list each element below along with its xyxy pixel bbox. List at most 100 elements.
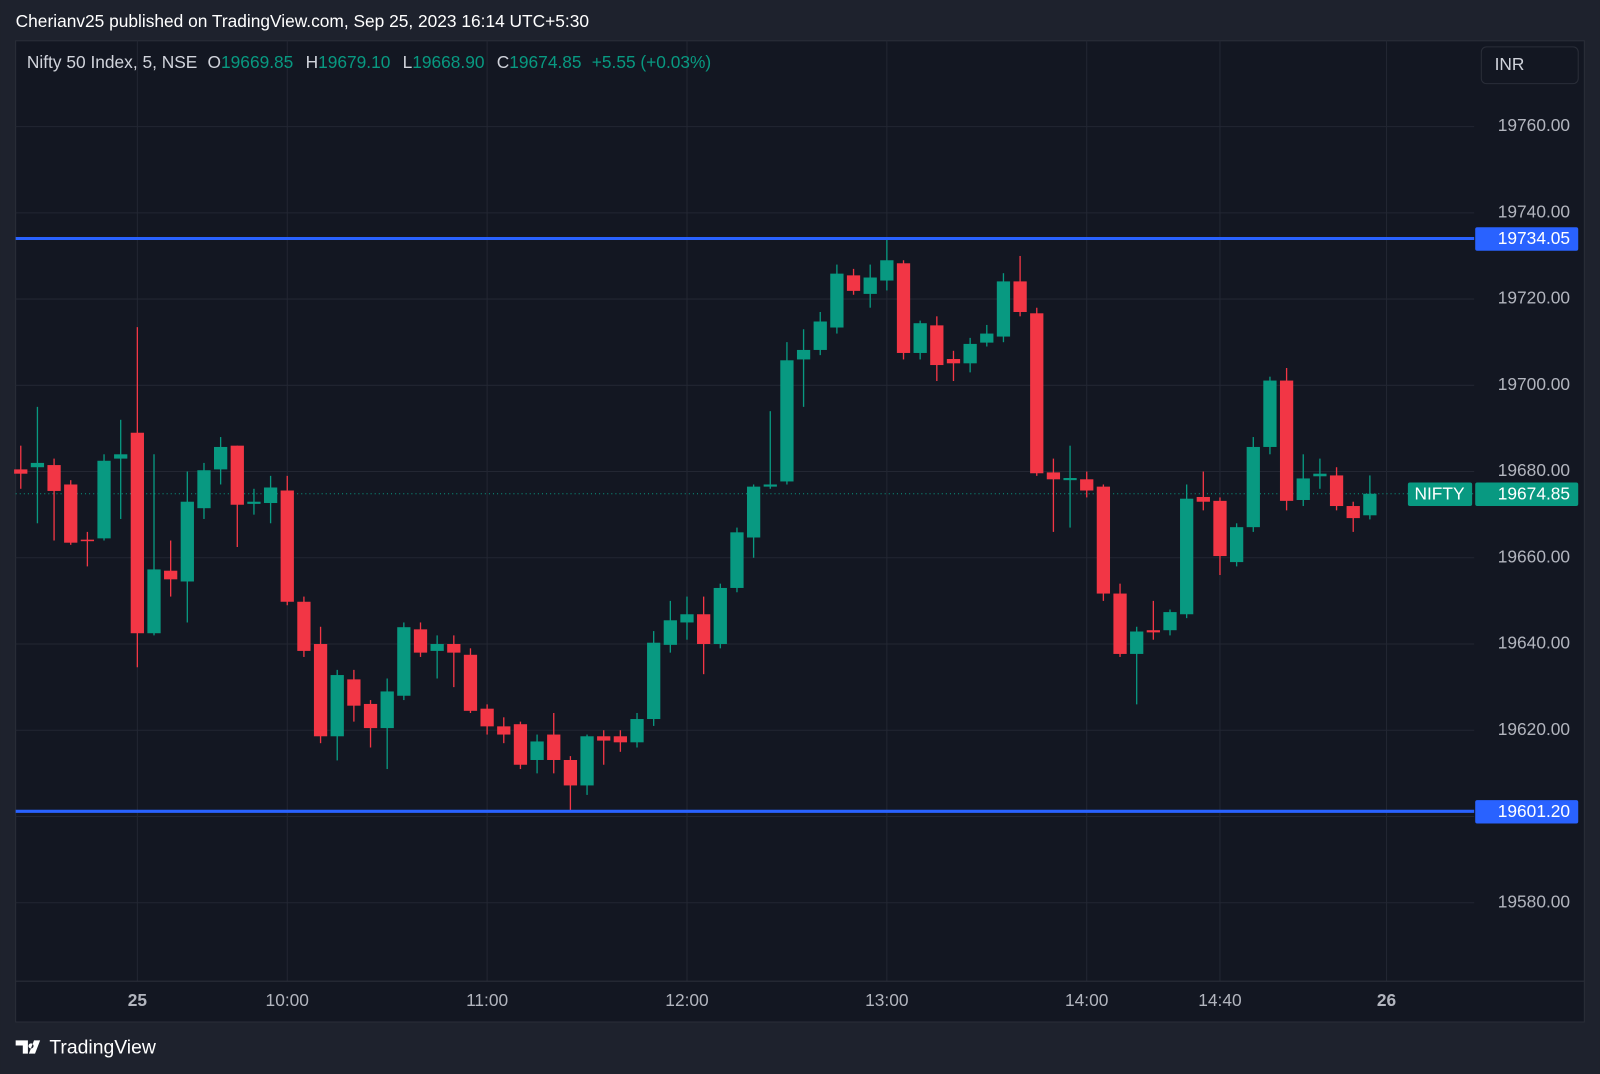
candle-body [1263, 380, 1277, 447]
candle-body [1046, 472, 1061, 480]
price-line-tag [1475, 227, 1579, 251]
candle-body [1346, 506, 1360, 519]
currency-button[interactable] [1480, 46, 1579, 85]
candle-body [746, 486, 761, 538]
candle-body [1013, 281, 1027, 313]
candle-body [996, 281, 1011, 337]
candle-body [1296, 478, 1310, 500]
last-price-name-tag [1407, 482, 1473, 506]
candle-body [930, 325, 944, 366]
open-value: 19669.85 [221, 52, 293, 72]
candle-body [1229, 527, 1244, 563]
candle-body [297, 601, 311, 651]
candle-body [1080, 479, 1094, 491]
candle-body [1329, 475, 1344, 507]
candle-body [380, 691, 394, 729]
candle-body [97, 460, 111, 539]
price-line-label: 19734.05 [1498, 228, 1570, 248]
change: +5.55 (+0.03%) [592, 52, 711, 72]
candle-body [680, 614, 694, 623]
brand: TradingView [49, 1037, 157, 1059]
x-tick-label: 12:00 [665, 990, 708, 1010]
candle-body [47, 465, 61, 491]
candle-body [880, 260, 894, 281]
plot [14, 40, 1585, 982]
candle-body [114, 454, 128, 459]
candle-body [963, 343, 977, 364]
close-label: C [497, 52, 510, 72]
y-tick-label: 19620.00 [1498, 719, 1570, 739]
candle-body [1163, 612, 1177, 631]
y-tick-label: 19760.00 [1498, 115, 1570, 135]
candle-body [147, 569, 161, 634]
candle-body [1246, 446, 1260, 528]
price-line-label: 19601.20 [1498, 801, 1570, 821]
candle-body [1180, 498, 1194, 615]
low-label: L [403, 52, 413, 72]
candle-body [730, 532, 744, 588]
currency[interactable]: INR [1495, 54, 1525, 74]
high-value: 19679.10 [318, 52, 390, 72]
candle-body [263, 487, 278, 504]
candle-body [1130, 631, 1144, 654]
candle-body [630, 719, 644, 743]
candle-body [430, 644, 444, 651]
y-tick-label: 19680.00 [1498, 460, 1570, 480]
candle-body [896, 263, 911, 353]
symbol: Nifty 50 Index, 5, NSE [27, 52, 197, 72]
candle-body [64, 484, 78, 543]
candle-body [30, 462, 45, 468]
low-value: 19668.90 [412, 52, 484, 72]
candle-body [313, 644, 328, 737]
candle-body [130, 432, 144, 634]
x-tick-label: 13:00 [865, 990, 908, 1010]
candle-body [913, 323, 927, 353]
candle-body [830, 273, 844, 328]
candle-body [713, 587, 727, 645]
attribution: Cherianv25 published on TradingView.com,… [16, 11, 589, 31]
candle-body [330, 675, 344, 737]
candle-body [1313, 473, 1327, 477]
candle-body [547, 734, 561, 760]
logo [15, 1040, 41, 1054]
candle-body [1213, 500, 1227, 557]
last-price-label: 19674.85 [1498, 483, 1570, 503]
candle-body [663, 620, 677, 645]
candle-body [613, 736, 627, 743]
candle-body [697, 614, 711, 645]
candle-body [980, 333, 994, 343]
candle-body [1030, 313, 1044, 474]
candle-body [497, 726, 511, 735]
y-tick-label: 19580.00 [1498, 891, 1570, 911]
x-tick-label: 14:40 [1198, 990, 1241, 1010]
candle-body [1146, 630, 1160, 633]
x-tick-label: 10:00 [266, 990, 309, 1010]
candle-body [397, 627, 411, 696]
candle-body [463, 654, 478, 711]
y-tick-label: 19700.00 [1498, 374, 1570, 394]
chart-bg [15, 40, 1585, 1023]
x-tick-label: 14:00 [1065, 990, 1108, 1010]
last-price-tag [1475, 482, 1579, 506]
candle-body [1113, 593, 1127, 654]
candle-body [946, 359, 961, 364]
x-tick-label: 26 [1377, 990, 1397, 1010]
legend: Nifty 50 Index, 5, NSE O19669.85 H19679.10… [27, 52, 711, 72]
high-label: H [306, 52, 319, 72]
candle-body [197, 470, 211, 509]
price-line-tag [1475, 800, 1579, 824]
candle-body [846, 275, 861, 291]
candle-body [214, 446, 228, 470]
candle-body [480, 708, 494, 727]
candle-body [247, 501, 261, 504]
candle-body [580, 736, 594, 786]
candle-body [1096, 486, 1111, 594]
candle-body [14, 469, 28, 474]
last-price-name: NIFTY [1414, 483, 1464, 503]
candle-body [164, 570, 178, 580]
candle-body [780, 360, 794, 482]
candle-body [1196, 496, 1210, 502]
candle-body [647, 642, 661, 720]
y-tick-label: 19740.00 [1498, 201, 1570, 221]
